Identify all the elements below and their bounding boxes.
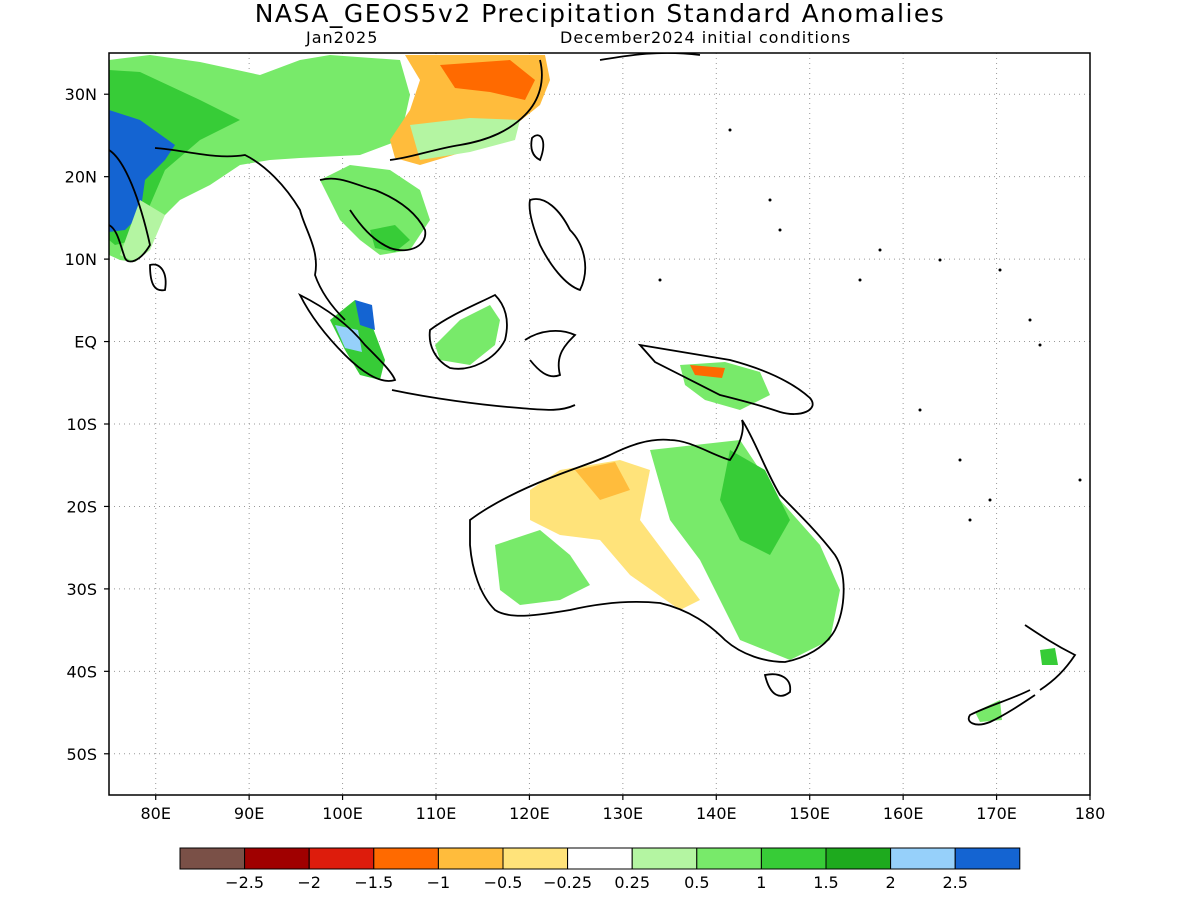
anomaly-borneo bbox=[435, 305, 500, 365]
colorbar-label: 2.5 bbox=[942, 873, 967, 892]
anomaly-australia-strong bbox=[720, 450, 790, 555]
colorbar-label: −0.5 bbox=[484, 873, 523, 892]
y-tick-label: 30N bbox=[65, 85, 97, 104]
y-tick-label: 20N bbox=[65, 168, 97, 187]
colorbar-swatch bbox=[179, 847, 246, 870]
anomaly-australia-dry2 bbox=[575, 462, 630, 500]
y-tick-label: 30S bbox=[66, 580, 97, 599]
y-tick-label: 10N bbox=[65, 250, 97, 269]
anomaly-sumatra-blue bbox=[355, 300, 375, 330]
anomaly-india-light bbox=[120, 200, 165, 262]
anomaly-indochina-strong bbox=[370, 225, 410, 252]
coast-new-zealand-south bbox=[967, 689, 1036, 726]
coast-new-zealand-north bbox=[1024, 624, 1077, 691]
x-tick-label: 120E bbox=[509, 804, 550, 823]
coast-sri-lanka bbox=[149, 263, 167, 292]
colorbar-label: −2 bbox=[297, 873, 321, 892]
pacific-islands bbox=[658, 128, 1082, 522]
anomaly-new-zealand bbox=[1040, 648, 1058, 665]
colorbar-swatch bbox=[244, 847, 310, 870]
colorbar-label: 1 bbox=[756, 873, 766, 892]
y-tick-label: 10S bbox=[66, 415, 97, 434]
y-tick-label: 50S bbox=[66, 745, 97, 764]
x-tick-label: 80E bbox=[140, 804, 170, 823]
coast-sumatra bbox=[297, 292, 397, 382]
colorbar-label: −1 bbox=[427, 873, 451, 892]
colorbar-label: −1.5 bbox=[354, 873, 393, 892]
y-tick-label: EQ bbox=[74, 333, 97, 352]
colorbar-swatch bbox=[373, 847, 439, 870]
map-gridlines bbox=[109, 53, 1090, 795]
anomaly-india-very-strong bbox=[109, 110, 175, 232]
anomaly-australia-west bbox=[495, 530, 590, 605]
x-tick-label: 110E bbox=[416, 804, 457, 823]
colorbar-swatch bbox=[825, 847, 892, 870]
coast-philippines bbox=[528, 198, 587, 292]
colorbar-swatch bbox=[631, 847, 698, 870]
anomaly-australia-dry bbox=[530, 460, 700, 610]
x-tick-label: 90E bbox=[234, 804, 264, 823]
anomaly-australia-wet bbox=[650, 440, 840, 660]
x-tick-label: 180 bbox=[1075, 804, 1106, 823]
x-tick-label: 150E bbox=[789, 804, 830, 823]
coast-taiwan bbox=[530, 134, 545, 162]
colorbar-swatch bbox=[308, 847, 375, 870]
coast-sulawesi bbox=[524, 329, 577, 378]
colorbar-label: −0.25 bbox=[543, 873, 592, 892]
colorbar-swatch bbox=[502, 847, 569, 870]
colorbar-swatch bbox=[696, 847, 762, 870]
x-tick-label: 130E bbox=[603, 804, 644, 823]
colorbar-swatch bbox=[567, 847, 633, 870]
x-tick-label: 160E bbox=[883, 804, 924, 823]
anomaly-china-very-dry bbox=[440, 60, 535, 100]
colorbar-swatch bbox=[890, 847, 956, 870]
colorbar-label: 2 bbox=[886, 873, 896, 892]
y-tick-label: 20S bbox=[66, 497, 97, 516]
map-title: NASA_GEOS5v2 Precipitation Standard Anom… bbox=[254, 0, 946, 28]
forecast-month: Jan2025 bbox=[306, 28, 379, 47]
anomaly-sumatra-lightblue bbox=[335, 325, 362, 352]
colorbar-label: 0.25 bbox=[614, 873, 650, 892]
anomaly-new-zealand-south bbox=[975, 700, 1002, 722]
colorbar-label: 0.5 bbox=[684, 873, 709, 892]
x-tick-label: 140E bbox=[696, 804, 737, 823]
coast-indochina bbox=[319, 177, 427, 252]
colorbar-swatch bbox=[437, 847, 504, 870]
initial-conditions-label: December2024 initial conditions bbox=[560, 28, 852, 47]
latitude-axis: 30N 20N 10N EQ 10S 20S 30S 40S 50S bbox=[65, 85, 109, 764]
coast-india bbox=[109, 149, 151, 263]
coast-borneo bbox=[428, 293, 508, 370]
coastlines bbox=[109, 53, 1077, 726]
colorbar-label: −2.5 bbox=[225, 873, 264, 892]
anomaly-new-guinea-dry bbox=[690, 365, 725, 378]
longitude-axis: 80E 90E 100E 110E 120E 130E 140E 150E 160E 170E 18… bbox=[140, 795, 1105, 823]
coast-china bbox=[389, 59, 543, 161]
colorbar-swatch bbox=[954, 847, 1021, 870]
anomaly-field bbox=[109, 55, 1058, 722]
x-tick-label: 100E bbox=[322, 804, 363, 823]
coast-new-guinea bbox=[637, 343, 814, 415]
coast-tasmania bbox=[763, 673, 792, 697]
colorbar: −2.5 −2 −1.5 −1 −0.5 −0.25 0.25 0.5 1 1.5 2 2.5 bbox=[179, 847, 1021, 892]
x-tick-label: 170E bbox=[976, 804, 1017, 823]
coast-australia bbox=[469, 419, 845, 663]
coast-japan bbox=[599, 53, 701, 61]
anomaly-china-wet bbox=[410, 118, 520, 160]
colorbar-label: 1.5 bbox=[813, 873, 838, 892]
y-tick-label: 40S bbox=[66, 662, 97, 681]
coast-java bbox=[391, 389, 576, 411]
coast-bay-of-bengal bbox=[154, 147, 346, 321]
colorbar-swatch bbox=[760, 847, 827, 870]
